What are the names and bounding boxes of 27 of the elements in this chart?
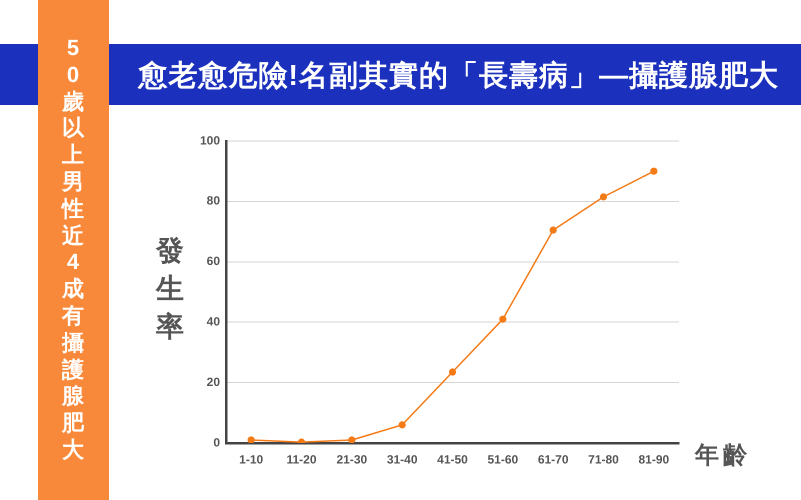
point	[550, 226, 557, 234]
y-tick-label: 0	[213, 435, 220, 450]
text: 50歲以上男性近4成有攝護腺肥大	[62, 35, 84, 462]
y-tick-label: 20	[206, 374, 220, 389]
y-tick-label: 100	[200, 133, 220, 148]
point	[499, 316, 506, 323]
y-axis-title: 發生率	[156, 234, 184, 344]
x-tick-label: 1-10	[239, 452, 264, 467]
point	[600, 193, 608, 200]
x-tick-label: 51-60	[487, 452, 518, 467]
x-tick-label: 71-80	[588, 452, 620, 467]
x-tick-label: 81-90	[638, 452, 670, 467]
point	[348, 436, 356, 443]
y-tick-label: 40	[206, 314, 220, 329]
y-tick-label: 60	[206, 254, 220, 268]
y-tick-label: 80	[206, 194, 220, 208]
x-tick-label: 31-40	[386, 452, 418, 467]
x-tick-label: 41-50	[437, 452, 468, 467]
x-tick-label: 21-30	[336, 452, 368, 467]
x-tick-label: 61-70	[538, 452, 569, 467]
x-axis-title: 年齡	[695, 442, 751, 470]
x-tick-label: 11-20	[286, 452, 317, 467]
point	[448, 368, 456, 376]
point	[248, 436, 255, 443]
chart-title: 愈老愈危險!名副其實的「長壽病」—攝護腺肥大	[138, 59, 779, 93]
point	[650, 168, 658, 175]
point	[398, 421, 406, 428]
